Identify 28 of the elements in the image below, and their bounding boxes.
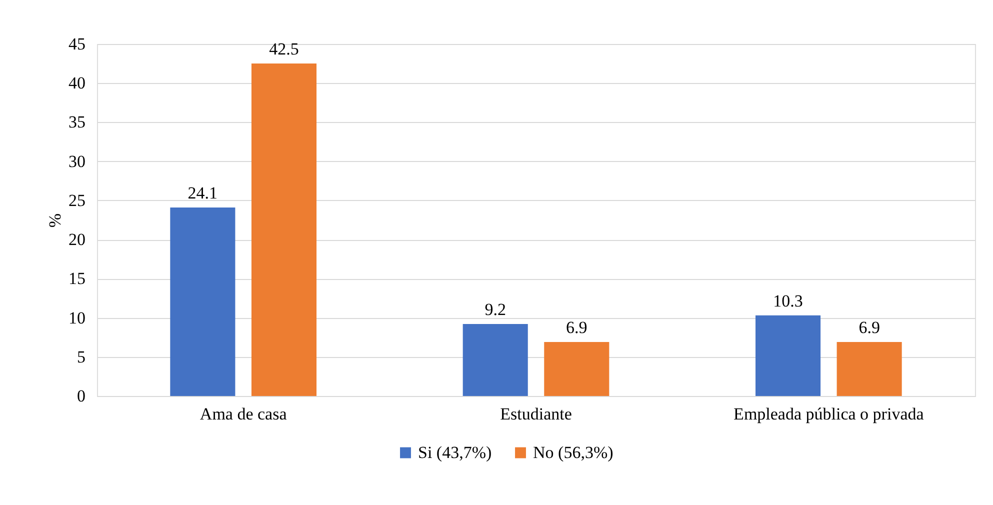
bar	[462, 324, 528, 396]
bar	[170, 207, 236, 396]
data-label: 42.5	[269, 40, 299, 59]
x-tick-label: Empleada pública o privada	[734, 404, 924, 424]
legend-label: Si (43,7%)	[418, 442, 492, 462]
x-tick-label: Estudiante	[500, 404, 572, 424]
y-tick-label: 35	[68, 112, 86, 132]
data-label: 24.1	[188, 183, 218, 202]
y-tick-label: 10	[68, 308, 86, 328]
data-label: 6.9	[566, 318, 588, 338]
y-tick-label: 45	[68, 34, 86, 54]
y-tick-label: 15	[68, 269, 86, 288]
bar	[251, 64, 316, 396]
legend-label: No (56,3%)	[533, 442, 614, 462]
data-label: 10.3	[773, 291, 803, 310]
bar	[836, 342, 902, 396]
y-tick-label: 20	[68, 230, 86, 250]
y-tick-label: 40	[68, 74, 86, 93]
y-tick-label: 30	[68, 152, 86, 171]
y-tick-label: 0	[77, 386, 86, 406]
data-label: 6.9	[858, 318, 880, 338]
y-tick-label: 5	[77, 347, 86, 366]
x-tick-label: Ama de casa	[200, 404, 288, 424]
y-axis-title: %	[46, 213, 64, 228]
bar	[756, 315, 821, 396]
data-label: 9.2	[484, 300, 506, 320]
bar	[544, 342, 610, 396]
y-tick-label: 25	[68, 190, 86, 210]
